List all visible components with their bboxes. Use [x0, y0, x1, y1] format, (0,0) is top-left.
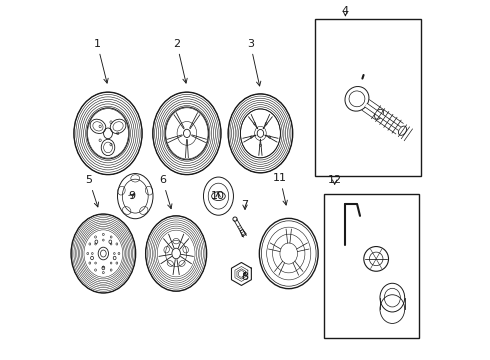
Text: 8: 8: [242, 272, 248, 282]
Text: 10: 10: [211, 191, 225, 201]
Text: 5: 5: [85, 175, 98, 207]
Text: 11: 11: [273, 173, 287, 205]
Ellipse shape: [183, 129, 190, 138]
Text: 3: 3: [247, 39, 261, 86]
Bar: [324, 194, 419, 338]
Text: 4: 4: [342, 6, 349, 17]
Text: 12: 12: [328, 175, 342, 185]
Text: 7: 7: [242, 200, 248, 210]
Bar: [315, 19, 421, 176]
Text: 1: 1: [94, 39, 108, 83]
Text: 9: 9: [128, 191, 135, 201]
Text: 6: 6: [159, 175, 172, 209]
Text: 2: 2: [173, 39, 187, 83]
